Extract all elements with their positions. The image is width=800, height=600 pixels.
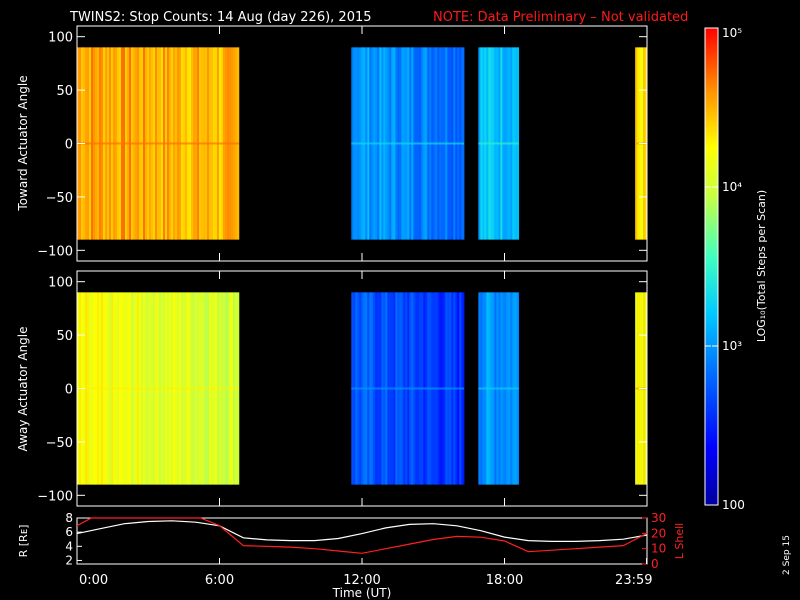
- left-tick-label: 6: [65, 525, 73, 539]
- y-tick-label: −100: [37, 489, 73, 504]
- heatmap-zero-streak: [478, 143, 518, 145]
- heatmap-zero-streak: [77, 143, 239, 145]
- left-tick-label: 2: [65, 553, 73, 567]
- y-tick-label: 100: [48, 31, 73, 46]
- right-tick-label: 20: [651, 526, 666, 540]
- colorbar-gradient: [705, 28, 718, 505]
- right-tick-label: 0: [651, 557, 659, 571]
- x-tick-label: 6:00: [205, 573, 234, 588]
- toward-ylabel: Toward Actuator Angle: [16, 75, 30, 211]
- away-heatmap: [77, 292, 647, 484]
- y-tick-label: −100: [37, 244, 73, 259]
- right-tick-label: 30: [651, 511, 666, 525]
- chart-title: TWINS2: Stop Counts: 14 Aug (day 226), 2…: [69, 10, 372, 25]
- y-tick-label: 50: [56, 84, 73, 99]
- heatmap-zero-streak: [351, 388, 464, 390]
- r-series-line: [77, 521, 647, 542]
- heatmap-zero-streak: [77, 388, 239, 390]
- data-note: NOTE: Data Preliminary – Not validated: [433, 10, 688, 25]
- colorbar-tick-label: 10³: [722, 339, 742, 353]
- orbit-ylabel-right: L Shell: [673, 523, 686, 559]
- right-tick-label: 10: [651, 542, 666, 556]
- x-tick-label: 18:00: [486, 573, 523, 588]
- lshell-series-line: [77, 518, 647, 553]
- y-tick-label: 100: [48, 276, 73, 291]
- away-panel: 100 50 0 −50 −100 Away Actuator Angle: [16, 271, 647, 506]
- x-axis-label: Time (UT): [332, 586, 392, 600]
- colorbar-tick-label: 100: [722, 498, 745, 512]
- x-tick-label: 23:59: [615, 573, 652, 588]
- left-tick-label: 4: [65, 539, 73, 553]
- colorbar-tick-label: 10⁴: [722, 180, 742, 194]
- y-tick-label: 0: [65, 138, 73, 153]
- y-tick-label: 0: [65, 383, 73, 398]
- y-tick-label: −50: [46, 436, 73, 451]
- colorbar: 10⁵ 10⁴ 10³ 100 LOG₁₀(Total Steps per Scan): [705, 26, 768, 512]
- left-tick-label: 8: [65, 511, 73, 525]
- y-tick-label: −50: [46, 191, 73, 206]
- heatmap-zero-streak: [351, 143, 464, 145]
- heatmap-zero-streak: [478, 388, 518, 390]
- away-ylabel: Away Actuator Angle: [16, 326, 30, 451]
- side-date-label: 2 Sep 15: [782, 535, 792, 575]
- colorbar-label: LOG₁₀(Total Steps per Scan): [755, 190, 768, 342]
- x-tick-label: 0:00: [79, 573, 108, 588]
- y-tick-label: 50: [56, 329, 73, 344]
- orbit-lines: [77, 518, 647, 553]
- toward-panel: 100 50 0 −50 −100 Toward Actuator Angle: [16, 26, 647, 261]
- colorbar-tick-label: 10⁵: [722, 26, 742, 40]
- orbit-ylabel-left: R [Rᴇ]: [17, 525, 30, 558]
- toward-heatmap: [77, 47, 647, 239]
